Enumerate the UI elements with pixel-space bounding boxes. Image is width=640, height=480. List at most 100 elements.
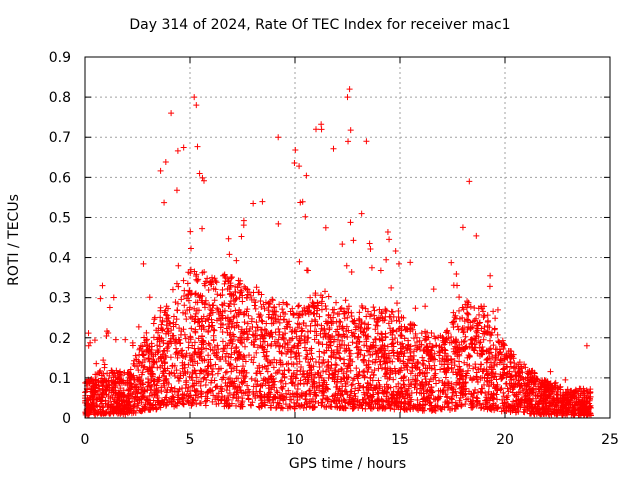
data-point (155, 325, 162, 332)
data-point (233, 313, 240, 320)
data-point (106, 304, 113, 311)
data-point (308, 345, 315, 352)
data-point (330, 145, 337, 152)
data-point (534, 393, 541, 400)
data-point (423, 388, 430, 395)
data-point (213, 279, 220, 286)
data-point (241, 319, 248, 326)
data-point (283, 323, 290, 330)
data-point (232, 307, 239, 314)
data-point (483, 366, 490, 373)
data-point (535, 383, 542, 390)
data-point (198, 326, 205, 333)
data-point (206, 312, 213, 319)
data-point (385, 401, 392, 408)
data-point (143, 396, 150, 403)
data-point (322, 224, 329, 231)
data-point (477, 375, 484, 382)
data-point (506, 380, 513, 387)
data-point (209, 274, 216, 281)
data-point (536, 398, 543, 405)
data-point (315, 302, 322, 309)
data-point (260, 377, 267, 384)
data-point (208, 368, 215, 375)
data-point (451, 314, 458, 321)
data-point (131, 401, 138, 408)
data-point (516, 401, 523, 408)
data-point (189, 342, 196, 349)
data-point (221, 280, 228, 287)
chart-title: Day 314 of 2024, Rate Of TEC Index for r… (129, 17, 511, 33)
data-point (183, 350, 190, 357)
data-point (392, 399, 399, 406)
data-point (95, 409, 102, 416)
data-point (316, 348, 323, 355)
data-point (526, 390, 533, 397)
data-point (528, 385, 535, 392)
data-point (293, 400, 300, 407)
data-point (377, 404, 384, 411)
data-point (313, 126, 319, 133)
data-point (200, 338, 207, 345)
data-point (332, 361, 339, 368)
data-point (182, 310, 189, 317)
data-point (483, 396, 490, 403)
data-point (358, 303, 365, 310)
data-point (306, 367, 313, 374)
data-point (396, 369, 403, 376)
data-point (486, 363, 493, 370)
data-point (328, 362, 335, 369)
data-point (494, 404, 501, 411)
data-point (355, 372, 362, 379)
data-point (238, 379, 245, 386)
data-point (442, 374, 449, 381)
data-point (465, 352, 472, 359)
data-point (244, 320, 251, 327)
data-point (477, 339, 484, 346)
data-point (196, 353, 203, 360)
data-point (493, 405, 500, 412)
data-point (583, 342, 590, 349)
data-point (84, 401, 91, 408)
data-point (270, 304, 277, 311)
data-point (460, 328, 467, 335)
data-point (342, 297, 349, 304)
data-point (195, 307, 202, 314)
data-point (366, 240, 373, 247)
data-point (386, 365, 393, 372)
data-point (326, 339, 333, 346)
data-point (581, 409, 588, 416)
data-point (143, 329, 150, 336)
data-point (303, 267, 310, 274)
data-point (361, 368, 368, 375)
data-point (282, 311, 289, 318)
data-point (255, 403, 262, 410)
data-point (205, 340, 212, 347)
data-point (158, 388, 165, 395)
data-point (350, 395, 357, 402)
data-point (378, 365, 385, 372)
data-point (449, 389, 456, 396)
data-point (171, 373, 178, 380)
data-point (254, 324, 261, 331)
data-point (307, 294, 314, 301)
data-point (527, 410, 534, 417)
data-point (394, 300, 401, 307)
data-point (556, 384, 563, 391)
data-point (390, 376, 397, 383)
data-point (169, 388, 176, 395)
data-point (544, 378, 551, 385)
data-point (432, 404, 439, 411)
data-point (93, 360, 100, 367)
data-point (455, 326, 462, 333)
data-point (340, 370, 347, 377)
data-point (343, 328, 350, 335)
data-point (420, 381, 427, 388)
data-point (311, 404, 318, 411)
data-point (151, 387, 158, 394)
data-point (478, 303, 485, 310)
data-point (399, 340, 406, 347)
data-point (237, 387, 244, 394)
data-point (447, 356, 454, 363)
data-point (332, 368, 339, 375)
